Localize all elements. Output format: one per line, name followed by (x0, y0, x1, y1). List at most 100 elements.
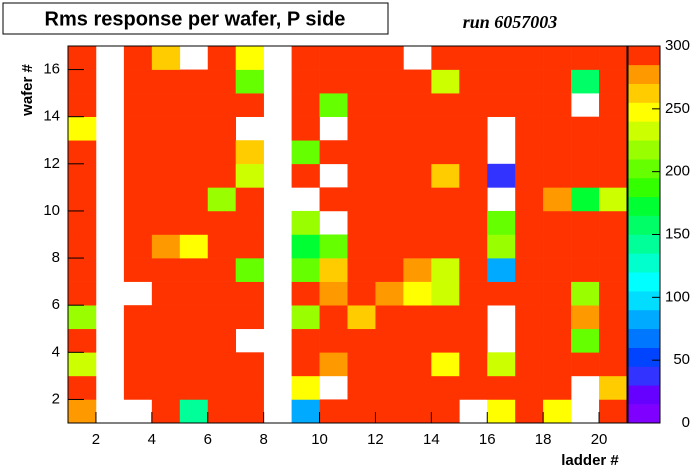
heat-cell (459, 46, 488, 70)
heat-cell (207, 187, 236, 212)
heat-cell (487, 281, 516, 306)
heat-cell (68, 328, 97, 353)
heat-cell (123, 210, 153, 235)
heat-cell (68, 210, 97, 235)
heat-cell (487, 375, 516, 400)
heat-cell (347, 305, 376, 330)
heat-cell (179, 210, 209, 235)
heat-cell (487, 210, 516, 235)
heat-cell (599, 305, 628, 330)
heat-cell (319, 352, 348, 377)
heat-cell (599, 116, 628, 141)
heat-cell (347, 328, 376, 353)
heat-cell (319, 234, 348, 259)
heat-cell (123, 328, 153, 353)
heat-cell (235, 399, 264, 424)
heat-cell (291, 93, 320, 117)
heat-cell (68, 281, 97, 306)
heat-cell (599, 46, 628, 70)
color-scale-step (628, 309, 660, 330)
heat-cell (179, 281, 209, 306)
heat-cell (179, 234, 209, 259)
color-scale-step (628, 366, 660, 386)
heat-cell (571, 305, 600, 330)
heat-cell (347, 281, 376, 306)
heat-cell (207, 69, 236, 94)
heat-cell (403, 93, 432, 117)
heat-cell (515, 93, 544, 117)
heat-cell (319, 258, 348, 282)
heat-cell (459, 187, 488, 212)
heat-cell (151, 140, 181, 165)
heat-cell (207, 234, 236, 259)
heat-cell (487, 352, 516, 377)
heat-cell (179, 116, 209, 141)
heat-cell (291, 258, 320, 282)
color-scale-step (628, 253, 660, 273)
heat-cell (431, 258, 460, 282)
x-tick-label: 2 (92, 431, 100, 448)
heat-cell (291, 69, 320, 94)
heat-cell (179, 399, 209, 424)
heat-cell (347, 352, 376, 377)
y-tick-label: 2 (52, 390, 60, 407)
heat-cell (543, 140, 572, 165)
heat-cell (347, 69, 376, 94)
heat-cell (431, 46, 460, 70)
heat-cell (571, 46, 600, 70)
heat-cell (599, 258, 628, 282)
color-scale-step (628, 177, 660, 198)
heat-cell (459, 116, 488, 141)
heat-cell (431, 352, 460, 377)
color-scale-step (628, 385, 660, 405)
heat-cell (235, 163, 264, 188)
heat-cell (207, 116, 236, 141)
heat-cell (291, 46, 320, 70)
heat-cell (235, 234, 264, 259)
heat-cell (459, 69, 488, 94)
heat-cell (235, 93, 264, 117)
y-tick-label: 16 (43, 61, 60, 78)
heat-cell (571, 163, 600, 188)
heat-cell (235, 258, 264, 282)
heat-cell (179, 163, 209, 188)
heat-cell (151, 234, 181, 259)
heat-cell (151, 187, 181, 212)
heat-cell (459, 328, 488, 353)
x-tick-label: 8 (259, 431, 267, 448)
heat-cell (291, 328, 320, 353)
heat-cell (207, 352, 236, 377)
heat-cell (68, 93, 97, 117)
color-scale-step (628, 121, 660, 141)
heat-cell (403, 399, 432, 424)
heat-cell (599, 187, 628, 212)
heat-cell (123, 187, 153, 212)
heat-cell (571, 210, 600, 235)
heat-cell (291, 210, 320, 235)
heat-cell (515, 352, 544, 377)
heat-cell (347, 46, 376, 70)
heat-cell (319, 140, 348, 165)
y-tick-label: 8 (52, 249, 60, 266)
heat-cell (179, 93, 209, 117)
heat-cell (68, 352, 97, 377)
heat-cell (599, 93, 628, 117)
heat-cell (431, 187, 460, 212)
heat-cell (459, 375, 488, 400)
heat-cell (403, 305, 432, 330)
heat-cell (459, 281, 488, 306)
heat-cell (151, 163, 181, 188)
heat-cell (151, 328, 181, 353)
heat-cell (375, 210, 404, 235)
heat-cell (599, 210, 628, 235)
z-tick-label: 100 (665, 288, 690, 305)
heat-cell (347, 140, 376, 165)
z-tick-label: 150 (665, 225, 690, 242)
heat-cell (123, 163, 153, 188)
heat-cell (235, 69, 264, 94)
heat-cell (571, 258, 600, 282)
heat-cell (151, 93, 181, 117)
heat-cell (179, 258, 209, 282)
z-tick-label: 200 (665, 163, 690, 180)
